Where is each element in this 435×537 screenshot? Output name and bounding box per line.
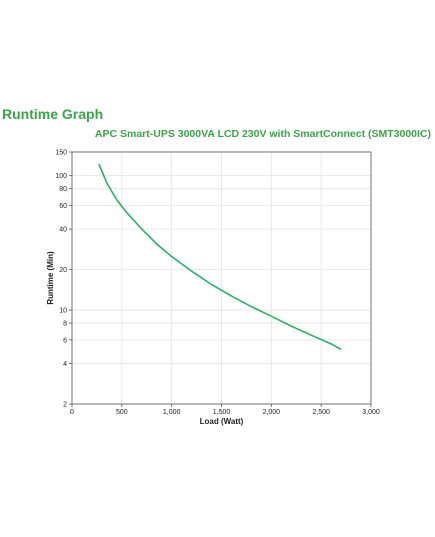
x-tick-label: 0 [70, 409, 74, 416]
y-tick-label: 20 [59, 267, 67, 274]
runtime-curve [98, 163, 342, 351]
y-ticks: 2 4 6 8 10 20 40 60 80 100 150 [55, 150, 72, 409]
x-tick-label: 2,500 [312, 409, 330, 416]
y-tick-label: 4 [63, 361, 67, 368]
y-tick-label: 8 [63, 321, 67, 328]
x-tick-label: 1,500 [213, 409, 231, 416]
x-tick-label: 2,000 [263, 409, 281, 416]
y-tick-label: 2 [63, 402, 67, 409]
y-tick-label: 10 [59, 308, 67, 315]
x-tick-label: 1,000 [163, 409, 181, 416]
x-axis-title: Load (Watt) [200, 417, 244, 426]
y-axis-title: Runtime (Min) [46, 251, 55, 305]
y-tick-label: 6 [63, 337, 67, 344]
y-tick-label: 40 [59, 227, 67, 234]
page-title: Runtime Graph [2, 106, 104, 122]
y-tick-label: 80 [59, 186, 67, 193]
x-tick-label: 3,000 [362, 409, 380, 416]
x-ticks: 0 500 1,000 1,500 2,000 2,500 3,000 [70, 404, 380, 416]
y-tick-label: 150 [55, 150, 67, 157]
y-tick-label: 100 [55, 173, 67, 180]
x-tick-label: 500 [116, 409, 128, 416]
y-tick-label: 60 [59, 203, 67, 210]
gridlines [71, 151, 372, 405]
chart-subtitle: APC Smart-UPS 3000VA LCD 230V with Smart… [94, 128, 431, 140]
